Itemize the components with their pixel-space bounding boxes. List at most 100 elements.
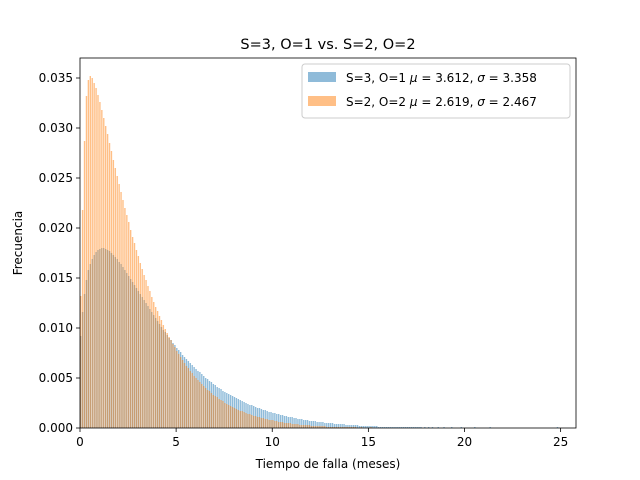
bar-series-2-bin-110 (291, 424, 293, 428)
bar-series-1-bin-172 (410, 427, 413, 428)
bar-series-2-bin-124 (318, 426, 320, 428)
bar-series-1-bin-106 (283, 416, 286, 428)
bar-series-2-bin-29 (135, 250, 138, 428)
x-tick-label: 20 (457, 435, 472, 449)
bar-series-2-bin-89 (251, 415, 253, 428)
y-tick-label: 0.025 (39, 171, 73, 185)
bar-series-2-bin-23 (124, 208, 126, 428)
bar-series-1-bin-118 (306, 420, 309, 428)
bar-series-2-bin-68 (210, 393, 213, 428)
bar-series-1-bin-205 (474, 427, 476, 428)
bar-series-2-bin-87 (247, 414, 249, 428)
bar-series-1-bin-168 (402, 427, 405, 428)
bar-series-2-bin-26 (129, 230, 132, 428)
bar-series-2-bin-56 (187, 368, 190, 428)
bar-series-1-bin-123 (316, 422, 318, 428)
y-tick-label: 0.015 (39, 271, 73, 285)
bar-series-2-bin-106 (283, 423, 286, 428)
y-axis: 0.000 0.005 0.010 0.015 0.020 0.025 0.030 0.035 (39, 71, 80, 435)
bar-series-1-bin-107 (285, 416, 288, 428)
bar-series-2-bin-0 (80, 296, 82, 428)
x-tick-label: 15 (361, 435, 376, 449)
legend-entry-series-1-prefix: S=3, O=1 (346, 71, 410, 85)
bar-series-1-bin-165 (397, 427, 399, 428)
y-tick-label: 0.005 (39, 371, 73, 385)
bar-series-2-bin-63 (201, 384, 203, 428)
bar-series-2-bin-129 (328, 427, 330, 428)
series-2-bars (80, 76, 372, 428)
bar-series-2-bin-112 (295, 424, 297, 428)
bar-series-1-bin-143 (354, 425, 357, 428)
legend-frame (301, 63, 571, 119)
bar-series-2-bin-126 (322, 426, 324, 428)
bar-series-2-bin-12 (103, 118, 105, 428)
legend-entry-series-2: S=2, O=2 μ = 2.619, σ = 2.467 (346, 95, 537, 109)
bar-series-2-bin-14 (106, 134, 109, 428)
bar-series-2-bin-3 (85, 96, 88, 428)
bar-series-2-bin-40 (156, 311, 159, 428)
bar-series-2-bin-24 (126, 215, 128, 428)
bar-series-2-bin-22 (122, 200, 124, 428)
bar-series-2-bin-132 (333, 427, 336, 428)
bar-series-2-bin-6 (91, 78, 93, 428)
bar-series-2-bin-46 (168, 337, 170, 428)
bar-series-1-bin-121 (312, 421, 314, 428)
bar-series-2-bin-135 (339, 427, 341, 428)
bar-series-2-bin-52 (179, 357, 182, 428)
bar-series-2-bin-64 (203, 386, 205, 428)
bar-series-2-bin-146 (360, 427, 363, 428)
bar-series-2-bin-44 (164, 329, 166, 428)
bar-series-1-bin-129 (328, 423, 330, 428)
bar-series-1-bin-120 (310, 421, 313, 428)
bar-series-2-bin-143 (354, 427, 357, 428)
bar-series-2-bin-48 (172, 344, 174, 428)
y-tick-label: 0.035 (39, 71, 73, 85)
bar-series-1-bin-149 (366, 426, 368, 428)
bar-series-2-bin-107 (285, 423, 288, 428)
bar-series-1-bin-163 (393, 427, 395, 428)
bar-series-2-bin-122 (314, 426, 316, 428)
bar-series-1-bin-181 (427, 427, 430, 428)
legend-entry-series-2-prefix: S=2, O=2 (346, 95, 410, 109)
legend-entry-series-1: S=3, O=1 μ = 3.612, σ = 3.358 (346, 71, 537, 85)
bar-series-1-bin-213 (489, 427, 491, 428)
bar-series-2-bin-78 (229, 406, 232, 428)
bar-series-1-bin-183 (431, 427, 434, 428)
bar-series-2-bin-127 (324, 426, 326, 428)
bar-series-2-bin-98 (268, 420, 270, 428)
bar-series-1-bin-158 (383, 427, 386, 428)
bar-series-2-bin-138 (345, 427, 347, 428)
bar-series-1-bin-138 (345, 425, 347, 428)
bar-series-1-bin-160 (387, 427, 389, 428)
bar-series-2-bin-81 (235, 409, 238, 428)
bar-series-1-bin-117 (304, 420, 307, 428)
bar-series-2-bin-49 (174, 347, 176, 428)
bar-series-2-bin-58 (191, 373, 193, 428)
bar-series-1-bin-125 (320, 422, 322, 428)
chart-title: S=3, O=1 vs. S=2, O=2 (240, 37, 415, 53)
bar-series-2-bin-117 (304, 425, 307, 428)
bar-series-1-bin-177 (420, 427, 422, 428)
bar-series-2-bin-72 (218, 399, 220, 428)
bar-series-2-bin-17 (112, 160, 115, 428)
bar-series-2-bin-65 (204, 388, 207, 428)
bar-series-1-bin-169 (404, 427, 407, 428)
bar-series-2-bin-30 (137, 256, 140, 428)
bar-series-2-bin-111 (293, 424, 295, 428)
bar-series-2-bin-11 (101, 110, 103, 428)
bar-series-2-bin-116 (303, 425, 305, 428)
bar-series-2-bin-36 (149, 291, 151, 428)
bar-series-2-bin-7 (93, 83, 95, 428)
bar-series-2-bin-82 (237, 410, 240, 428)
bar-series-2-bin-97 (266, 419, 268, 428)
bar-series-1-bin-156 (379, 427, 382, 428)
bar-series-2-bin-142 (352, 427, 355, 428)
bar-series-1-bin-167 (401, 427, 403, 428)
legend: S=3, O=1 μ = 3.612, σ = 3.358 S=2, O=2 μ… (301, 63, 571, 119)
bar-series-2-bin-95 (262, 418, 265, 428)
bar-series-2-bin-43 (162, 325, 165, 428)
bar-series-2-bin-28 (133, 243, 136, 428)
bar-series-1-bin-112 (295, 418, 297, 428)
legend-swatch-series-1 (308, 72, 336, 82)
